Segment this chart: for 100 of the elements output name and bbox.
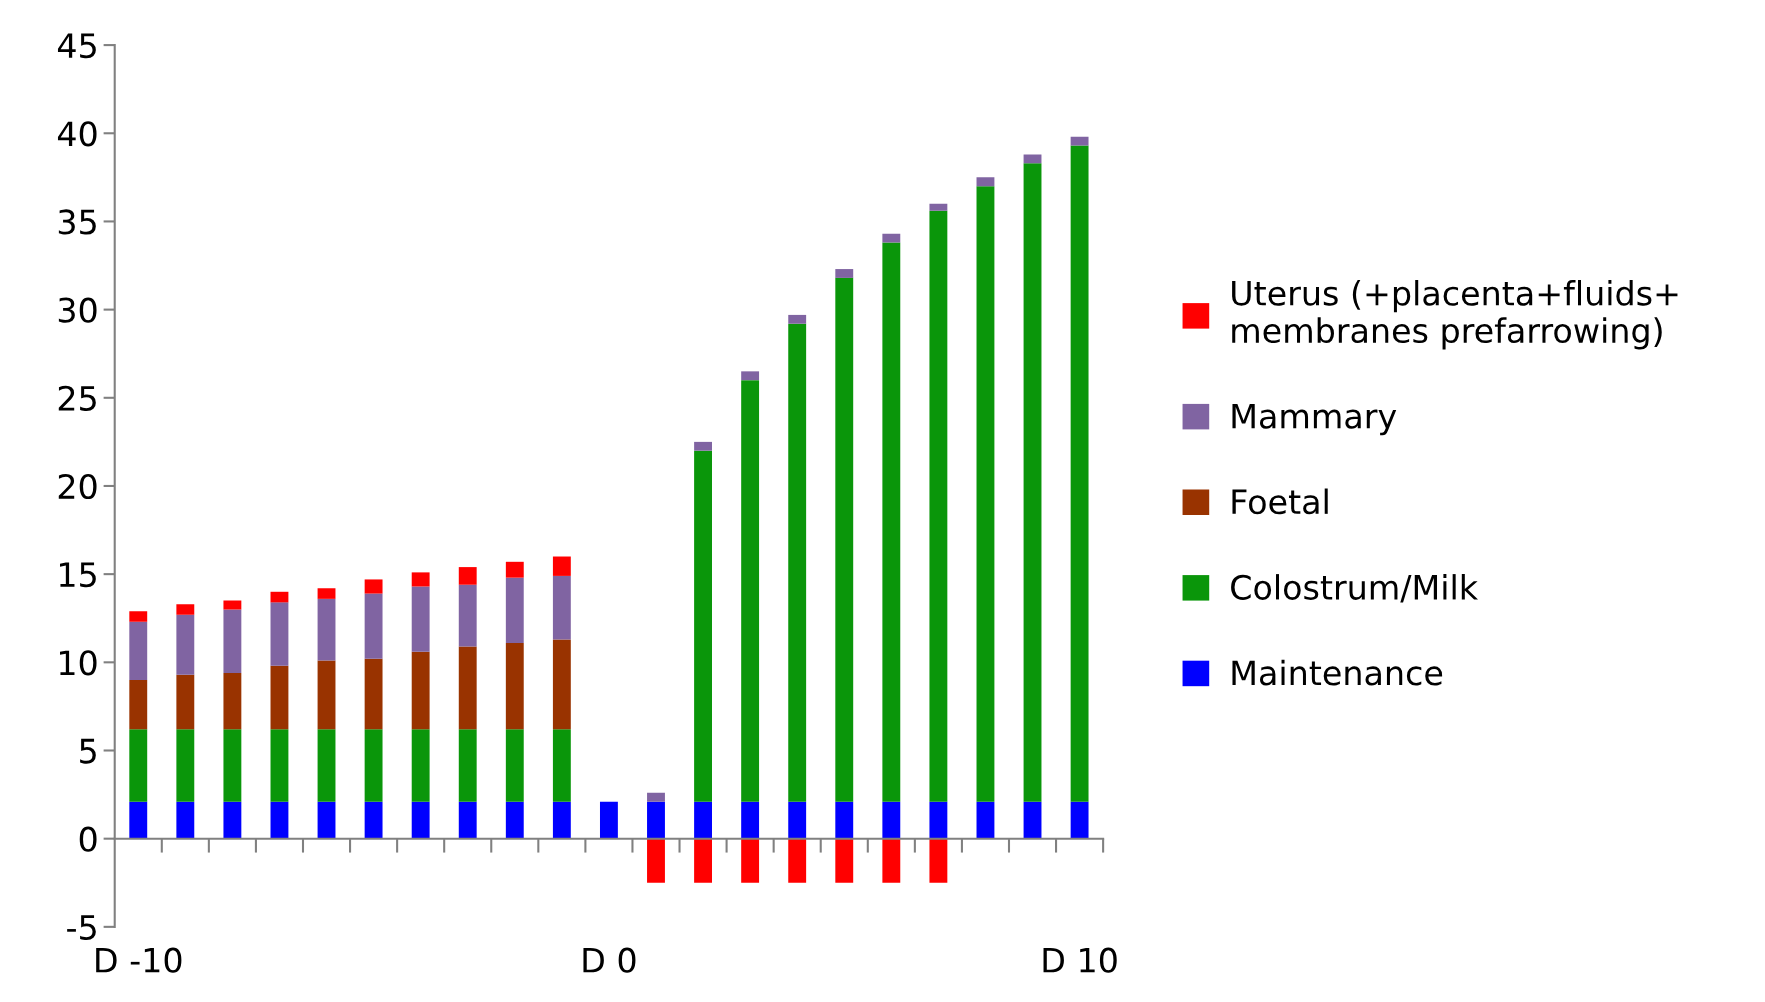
bar <box>505 642 524 730</box>
bar <box>694 441 712 451</box>
x-tick-label: D 10 <box>1043 947 1117 973</box>
y-tick-label: 45 <box>57 33 96 59</box>
bar <box>129 729 148 802</box>
bar <box>411 729 430 802</box>
bar <box>552 729 571 802</box>
bar <box>458 646 477 730</box>
bar <box>882 838 901 883</box>
bar <box>176 604 195 615</box>
y-tick-label: 35 <box>58 209 96 235</box>
bar <box>788 323 807 802</box>
bar <box>1023 163 1042 802</box>
y-tick-label: 30 <box>58 297 97 323</box>
bar <box>599 801 618 839</box>
bar <box>223 600 242 610</box>
y-tick-label: 0 <box>79 826 97 852</box>
bar <box>929 203 948 211</box>
bar <box>741 801 760 839</box>
bar <box>694 801 712 839</box>
bar <box>129 621 148 680</box>
bar <box>976 177 995 187</box>
y-tick-label: -5 <box>67 915 96 940</box>
bar <box>317 801 336 839</box>
bar <box>835 838 854 883</box>
x-tick-label: D -10 <box>96 947 182 973</box>
bar <box>835 801 854 839</box>
bar <box>364 579 383 594</box>
legend-label: Mammary <box>1232 403 1397 436</box>
bar <box>317 729 336 802</box>
bar <box>694 838 712 883</box>
bar <box>364 729 383 802</box>
bar <box>505 801 524 839</box>
y-tick-label: 20 <box>58 473 97 500</box>
bar <box>882 801 901 839</box>
bar <box>788 838 807 883</box>
bar <box>1023 801 1042 839</box>
bar <box>694 450 712 802</box>
bar <box>411 801 430 839</box>
y-tick-label: 15 <box>60 562 96 588</box>
bar <box>882 242 901 802</box>
bar <box>317 660 336 730</box>
legend-label: Maintenance <box>1232 659 1443 686</box>
bar <box>458 567 477 585</box>
bar <box>223 672 242 730</box>
bar <box>835 277 854 802</box>
bar <box>552 801 571 839</box>
y-tick-label: 5 <box>80 738 96 764</box>
bar <box>505 577 524 643</box>
bar <box>647 792 665 802</box>
bar <box>1023 154 1042 164</box>
bar <box>505 729 524 802</box>
bar <box>176 801 195 839</box>
bar <box>788 314 807 324</box>
bar <box>411 651 430 730</box>
bar <box>552 556 571 576</box>
bar <box>411 572 430 587</box>
bar <box>270 665 289 730</box>
bar <box>976 186 995 802</box>
y-tick-label: 10 <box>60 650 97 676</box>
bar <box>788 801 807 839</box>
bar <box>223 609 242 673</box>
bar <box>176 614 195 675</box>
bar <box>458 729 477 802</box>
bar <box>223 729 242 802</box>
y-tick-label: 40 <box>57 121 97 147</box>
bar <box>1070 136 1089 146</box>
x-tick-label: D 0 <box>583 947 636 973</box>
legend-label: Colostrum/Milk <box>1231 574 1478 603</box>
y-tick-label: 25 <box>58 385 96 411</box>
bar <box>552 639 571 730</box>
bar <box>835 269 854 278</box>
bar <box>505 561 524 578</box>
bar <box>129 679 148 730</box>
bar <box>976 801 995 839</box>
legend-label: Uterus (+placenta+fluids+ membranes prefarrowing) <box>1232 279 1678 350</box>
bar <box>129 801 148 839</box>
bar <box>458 584 477 647</box>
bar <box>929 801 948 839</box>
bar <box>741 838 760 883</box>
bar <box>929 838 948 883</box>
bar <box>364 658 383 730</box>
legend-label: Foetal <box>1232 488 1328 515</box>
bar <box>1070 801 1089 839</box>
bar <box>411 586 430 652</box>
bar <box>741 380 760 802</box>
bar <box>647 801 665 839</box>
bar <box>317 588 336 599</box>
bar <box>129 611 148 622</box>
bar <box>317 598 336 661</box>
bar <box>176 729 195 802</box>
bar <box>270 729 289 802</box>
bar <box>929 210 948 802</box>
bar <box>882 233 901 243</box>
bar <box>364 801 383 839</box>
bar <box>364 593 383 659</box>
bar <box>1070 145 1089 802</box>
bar <box>270 591 289 603</box>
bar <box>647 838 665 883</box>
bar <box>270 602 289 666</box>
